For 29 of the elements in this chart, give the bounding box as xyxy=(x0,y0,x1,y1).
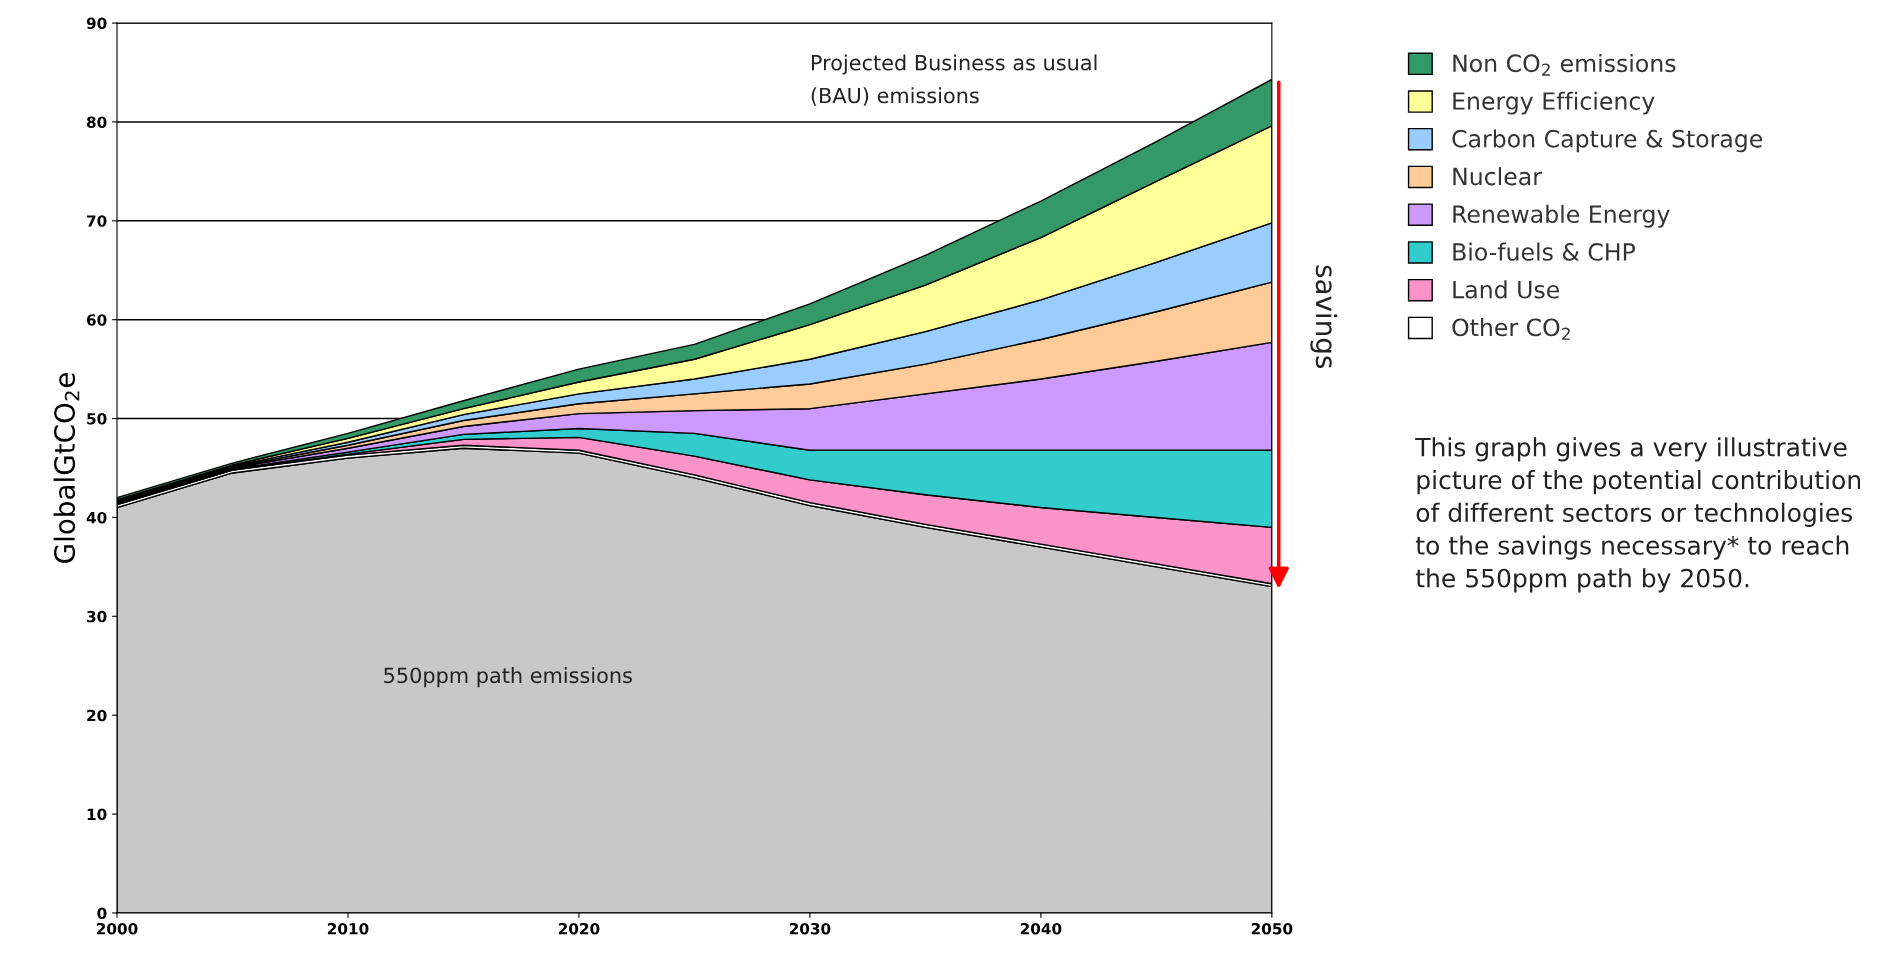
y-axis-title: GlobalGtCO$_{2}$e xyxy=(53,373,80,563)
legend-label: Other CO$_{2}$ xyxy=(1452,318,1570,340)
annotation: 550ppm path emissions xyxy=(384,667,632,688)
y-tick-label: 90 xyxy=(86,17,107,30)
legend-label: Carbon Capture & Storage xyxy=(1452,129,1763,153)
text: savings xyxy=(1310,265,1338,369)
legend-label: Non CO$_{2}$ emissions xyxy=(1453,53,1676,76)
legend-label: Land Use xyxy=(1453,280,1560,299)
y-tick-label: 0 xyxy=(97,907,107,919)
x-tick-label: 2020 xyxy=(558,922,600,935)
y-tick-label: 10 xyxy=(87,808,107,821)
x-tick-label: 2050 xyxy=(1251,922,1293,935)
y-tick-label: 50 xyxy=(87,413,107,425)
annotation: Projected Business as usual (BAU) emissions xyxy=(811,54,1097,106)
y-tick-label: 20 xyxy=(87,709,107,722)
text: This graph gives a very illustrative picture of the potential contribution of different sectors or technologies to the savings necessary* to reach the 550ppm path by 2050. xyxy=(1415,437,1861,593)
x-tick-label: 2040 xyxy=(1020,922,1062,935)
y-tick-label: 70 xyxy=(87,215,107,227)
y-tick-label: 60 xyxy=(86,314,107,326)
legend-label: Renewable Energy xyxy=(1453,204,1670,228)
legend-label: Energy Efficiency xyxy=(1453,91,1655,115)
x-tick-label: 2000 xyxy=(96,922,138,935)
legend-label: Bio-fuels & CHP xyxy=(1453,242,1635,261)
y-tick-label: 30 xyxy=(87,610,107,623)
y-tick-label: 40 xyxy=(86,511,107,524)
y-tick-label: 80 xyxy=(86,116,107,128)
x-tick-label: 2030 xyxy=(789,922,831,935)
legend-label: Nuclear xyxy=(1453,167,1542,186)
x-tick-label: 2010 xyxy=(327,922,369,935)
